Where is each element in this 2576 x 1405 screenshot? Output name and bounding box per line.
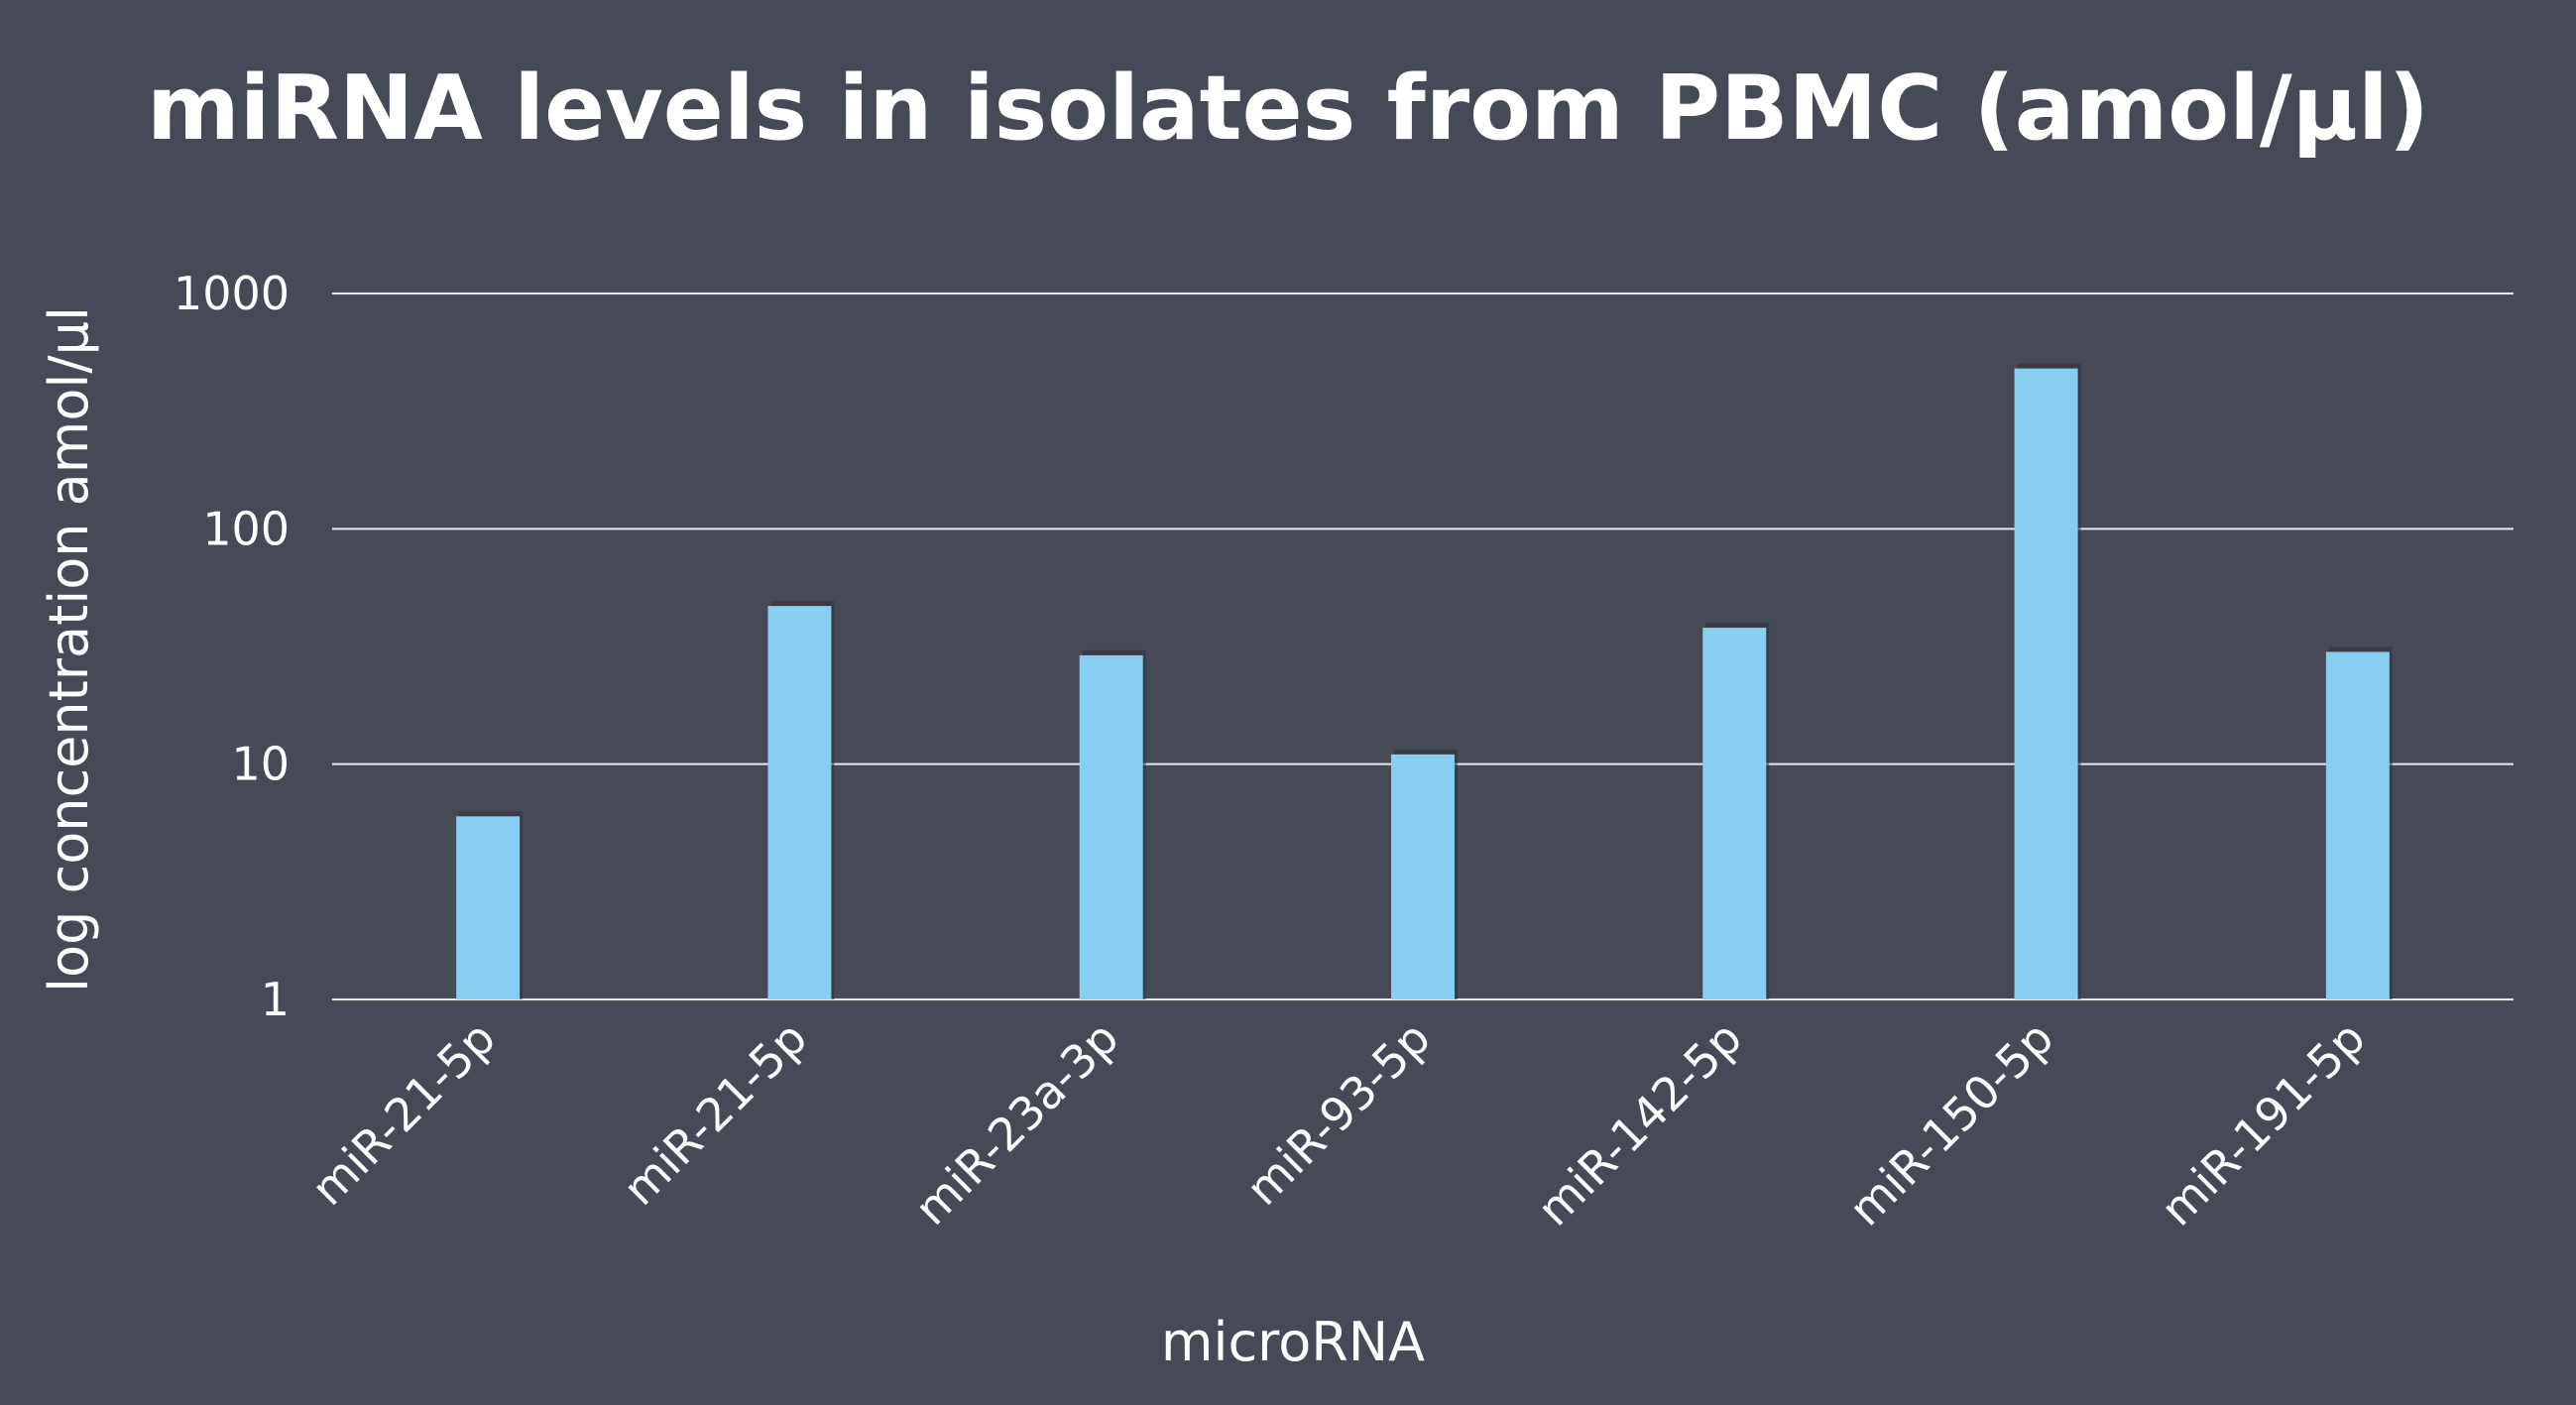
y-tick-label: 10 bbox=[231, 738, 290, 791]
y-tick-label: 100 bbox=[202, 502, 290, 555]
x-axis-label: microRNA bbox=[1161, 1311, 1425, 1373]
y-tick-label: 1 bbox=[261, 973, 290, 1026]
bar bbox=[1079, 654, 1143, 999]
bar bbox=[1391, 754, 1455, 999]
y-axis-label: log concentration amol/µl bbox=[38, 306, 100, 993]
bar bbox=[2014, 368, 2078, 999]
bar bbox=[2325, 651, 2390, 999]
bars bbox=[456, 363, 2393, 999]
y-tick-label: 1000 bbox=[174, 267, 290, 320]
y-tick-labels: 1 10 100 1000 bbox=[174, 267, 290, 1026]
bar bbox=[1702, 628, 1767, 999]
chart-title: miRNA levels in isolates from PBMC (amol… bbox=[147, 57, 2429, 161]
bar bbox=[767, 606, 832, 999]
bar bbox=[456, 816, 521, 999]
